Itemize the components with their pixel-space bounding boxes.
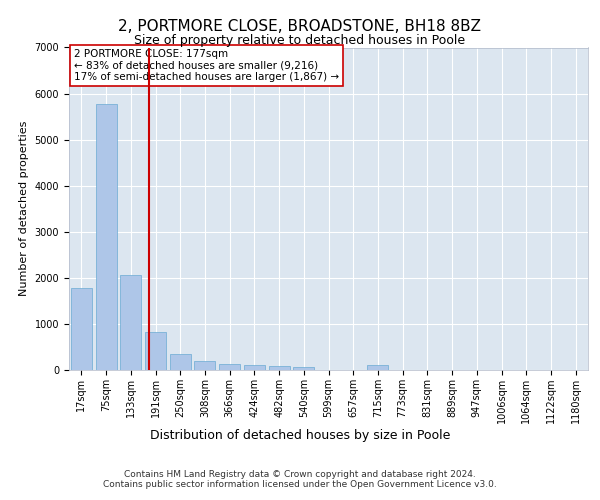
Bar: [269, 366, 290, 370]
Text: Distribution of detached houses by size in Poole: Distribution of detached houses by size …: [150, 430, 450, 442]
Bar: [219, 364, 240, 370]
Text: Contains HM Land Registry data © Crown copyright and database right 2024.
Contai: Contains HM Land Registry data © Crown c…: [103, 470, 497, 489]
Bar: [120, 275, 141, 370]
Y-axis label: Number of detached properties: Number of detached properties: [19, 121, 29, 296]
Bar: [194, 361, 215, 370]
Bar: [145, 332, 166, 370]
Text: 2, PORTMORE CLOSE, BROADSTONE, BH18 8BZ: 2, PORTMORE CLOSE, BROADSTONE, BH18 8BZ: [119, 19, 482, 34]
Bar: [244, 365, 265, 370]
Bar: [367, 366, 388, 370]
Text: Size of property relative to detached houses in Poole: Size of property relative to detached ho…: [134, 34, 466, 47]
Bar: [95, 104, 116, 370]
Bar: [293, 367, 314, 370]
Bar: [71, 288, 92, 370]
Bar: [170, 354, 191, 370]
Text: 2 PORTMORE CLOSE: 177sqm
← 83% of detached houses are smaller (9,216)
17% of sem: 2 PORTMORE CLOSE: 177sqm ← 83% of detach…: [74, 49, 340, 82]
